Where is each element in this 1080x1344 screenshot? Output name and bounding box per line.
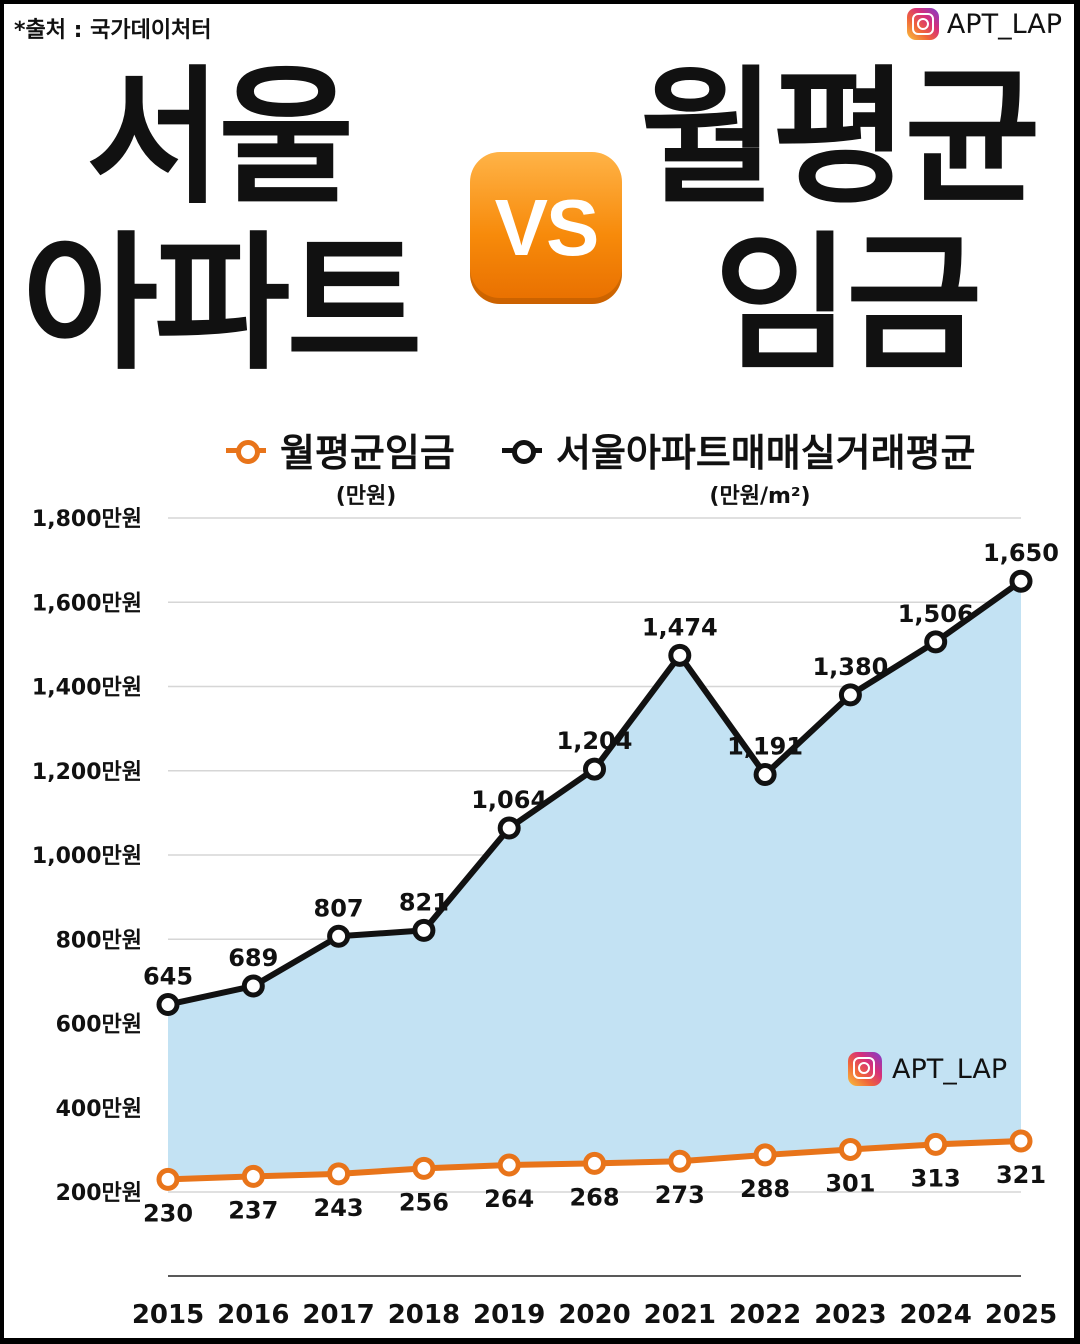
wage-data-label: 264	[484, 1185, 534, 1213]
apt-data-point	[924, 630, 948, 654]
wage-data-label: 273	[655, 1181, 705, 1209]
apt-data-point	[156, 993, 180, 1017]
wage-data-label: 237	[228, 1196, 278, 1224]
wage-data-label: 288	[740, 1175, 790, 1203]
wage-data-label: 230	[143, 1199, 193, 1227]
watermark-text: APT_LAP	[892, 1053, 1008, 1085]
y-tick-label: 1,400만원	[32, 676, 142, 701]
wage-data-point	[583, 1151, 606, 1175]
wage-data-label: 301	[825, 1169, 875, 1197]
apt-data-point	[497, 816, 521, 840]
x-tick-label: 2024	[900, 1300, 972, 1330]
apt-data-point	[753, 763, 777, 787]
x-tick-label: 2022	[729, 1300, 801, 1330]
apt-data-point	[327, 924, 351, 948]
apt-area-fill	[168, 581, 1021, 1180]
wage-data-point	[1009, 1129, 1033, 1153]
y-tick-label: 800만원	[56, 928, 142, 953]
x-tick-label: 2019	[473, 1300, 545, 1330]
x-tick-label: 2020	[558, 1300, 630, 1330]
legend-wage-unit: (만원)	[335, 484, 397, 509]
wage-data-point	[668, 1149, 692, 1173]
legend-wage: 월평균임금	[226, 422, 455, 477]
headline-left-line1: 서울	[86, 52, 354, 224]
wage-data-label: 243	[314, 1194, 364, 1222]
apt-data-label: 1,474	[642, 613, 718, 641]
vs-text: VS	[494, 183, 600, 272]
x-tick-label: 2023	[814, 1300, 886, 1330]
y-tick-label: 200만원	[56, 1181, 142, 1206]
wage-data-point	[838, 1137, 862, 1161]
apt-data-label: 1,191	[727, 733, 803, 761]
x-tick-label: 2025	[985, 1300, 1057, 1330]
y-tick-label: 1,800만원	[32, 507, 142, 532]
y-tick-label: 1,200만원	[32, 760, 142, 785]
apt-data-point	[838, 683, 862, 707]
y-tick-label: 600만원	[56, 1013, 142, 1038]
x-tick-label: 2021	[644, 1300, 716, 1330]
legend-apt: 서울아파트매매실거래평균	[502, 422, 976, 477]
brand-name: APT_LAP	[946, 8, 1062, 40]
apt-data-label: 645	[143, 963, 193, 991]
wage-data-point	[241, 1164, 265, 1188]
apt-data-point	[241, 974, 265, 998]
apt-data-point	[583, 757, 606, 781]
headline-right-line2: 임금	[714, 218, 982, 390]
vs-badge: VS	[470, 152, 622, 304]
legend-wage-marker	[226, 435, 266, 465]
y-tick-label: 400만원	[56, 1097, 142, 1122]
legend-apt-unit: (만원/m²)	[709, 484, 811, 509]
apt-data-label: 1,064	[471, 786, 547, 814]
legend-wage-label: 월평균임금	[280, 431, 455, 475]
apt-data-point	[668, 643, 692, 667]
wage-data-label: 268	[569, 1183, 619, 1211]
wage-data-label: 321	[996, 1161, 1046, 1189]
apt-data-label: 689	[228, 944, 278, 972]
apt-data-label: 1,650	[983, 539, 1059, 567]
brand-header: APT_LAP	[906, 8, 1062, 40]
apt-data-label: 807	[314, 894, 364, 922]
x-tick-label: 2015	[132, 1300, 204, 1330]
wage-data-point	[412, 1156, 436, 1180]
wage-data-point	[753, 1143, 777, 1167]
instagram-icon	[906, 8, 939, 40]
x-tick-label: 2018	[388, 1300, 460, 1330]
apt-data-label: 1,204	[557, 727, 633, 755]
wage-data-point	[156, 1167, 180, 1191]
legend-apt-marker	[502, 435, 542, 465]
apt-data-label: 821	[399, 888, 449, 916]
y-tick-label: 1,000만원	[32, 844, 142, 869]
wage-data-point	[497, 1153, 521, 1177]
headline-left-line2: 아파트	[22, 218, 422, 390]
source-note: *출처 : 국가데이처터	[14, 18, 212, 43]
apt-data-point	[1009, 569, 1033, 593]
headline-right-line1: 월평균	[640, 52, 1040, 224]
apt-data-point	[412, 918, 436, 942]
legend-apt-label: 서울아파트매매실거래평균	[556, 431, 976, 475]
wage-data-point	[924, 1132, 948, 1156]
watermark: APT_LAP	[848, 1052, 1007, 1086]
wage-data-label: 313	[911, 1164, 961, 1192]
apt-data-label: 1,380	[812, 653, 888, 681]
wage-data-point	[327, 1162, 351, 1186]
x-tick-label: 2017	[302, 1300, 374, 1330]
y-tick-label: 1,600만원	[32, 591, 142, 616]
x-tick-label: 2016	[217, 1300, 289, 1330]
instagram-icon	[848, 1052, 882, 1086]
apt-data-label: 1,506	[898, 600, 974, 628]
wage-data-label: 256	[399, 1188, 449, 1216]
